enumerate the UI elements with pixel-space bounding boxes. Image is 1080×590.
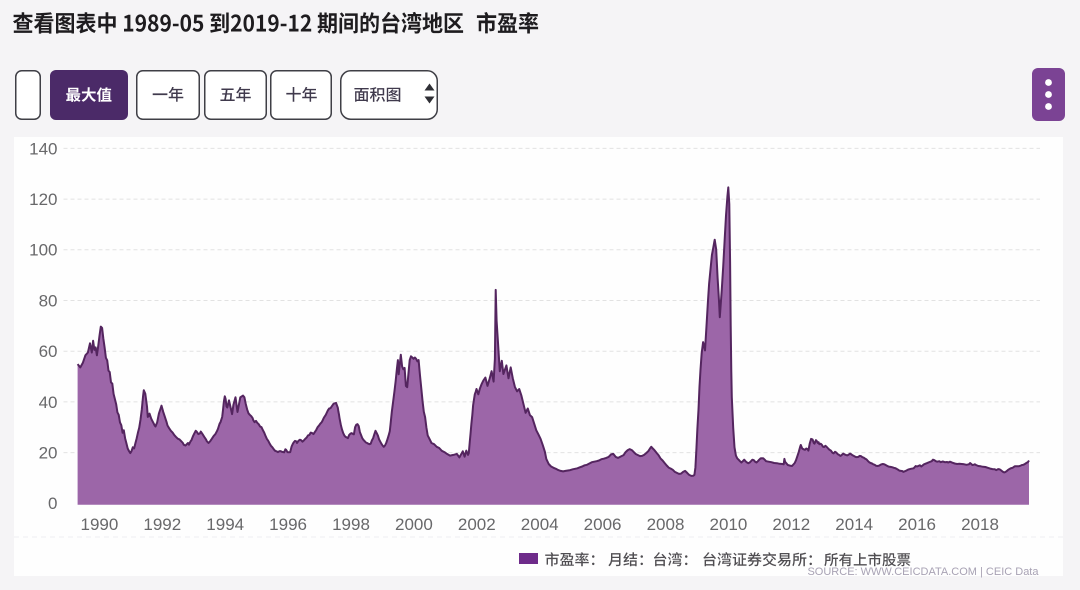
svg-text:40: 40 bbox=[39, 393, 58, 412]
svg-text:2016: 2016 bbox=[898, 515, 936, 534]
svg-text:140: 140 bbox=[29, 139, 57, 158]
svg-text:60: 60 bbox=[39, 342, 58, 361]
svg-text:2002: 2002 bbox=[458, 515, 496, 534]
svg-text:1996: 1996 bbox=[269, 515, 307, 534]
svg-text:2012: 2012 bbox=[772, 515, 810, 534]
svg-text:100: 100 bbox=[29, 241, 57, 260]
svg-text:SOURCE: WWW.CEICDATA.COM | CEI: SOURCE: WWW.CEICDATA.COM | CEIC Data bbox=[807, 566, 1039, 578]
svg-text:2018: 2018 bbox=[961, 515, 999, 534]
svg-text:2014: 2014 bbox=[835, 515, 873, 534]
svg-text:2010: 2010 bbox=[709, 515, 747, 534]
svg-text:1998: 1998 bbox=[332, 515, 370, 534]
svg-text:1994: 1994 bbox=[206, 515, 244, 534]
svg-text:2004: 2004 bbox=[521, 515, 559, 534]
svg-text:2008: 2008 bbox=[647, 515, 685, 534]
svg-text:120: 120 bbox=[29, 190, 57, 209]
svg-text:80: 80 bbox=[39, 291, 58, 310]
svg-text:2006: 2006 bbox=[584, 515, 622, 534]
svg-text:2000: 2000 bbox=[395, 515, 433, 534]
svg-text:20: 20 bbox=[39, 444, 58, 463]
svg-text:1992: 1992 bbox=[143, 515, 181, 534]
svg-text:0: 0 bbox=[48, 494, 57, 513]
svg-text:1990: 1990 bbox=[80, 515, 118, 534]
